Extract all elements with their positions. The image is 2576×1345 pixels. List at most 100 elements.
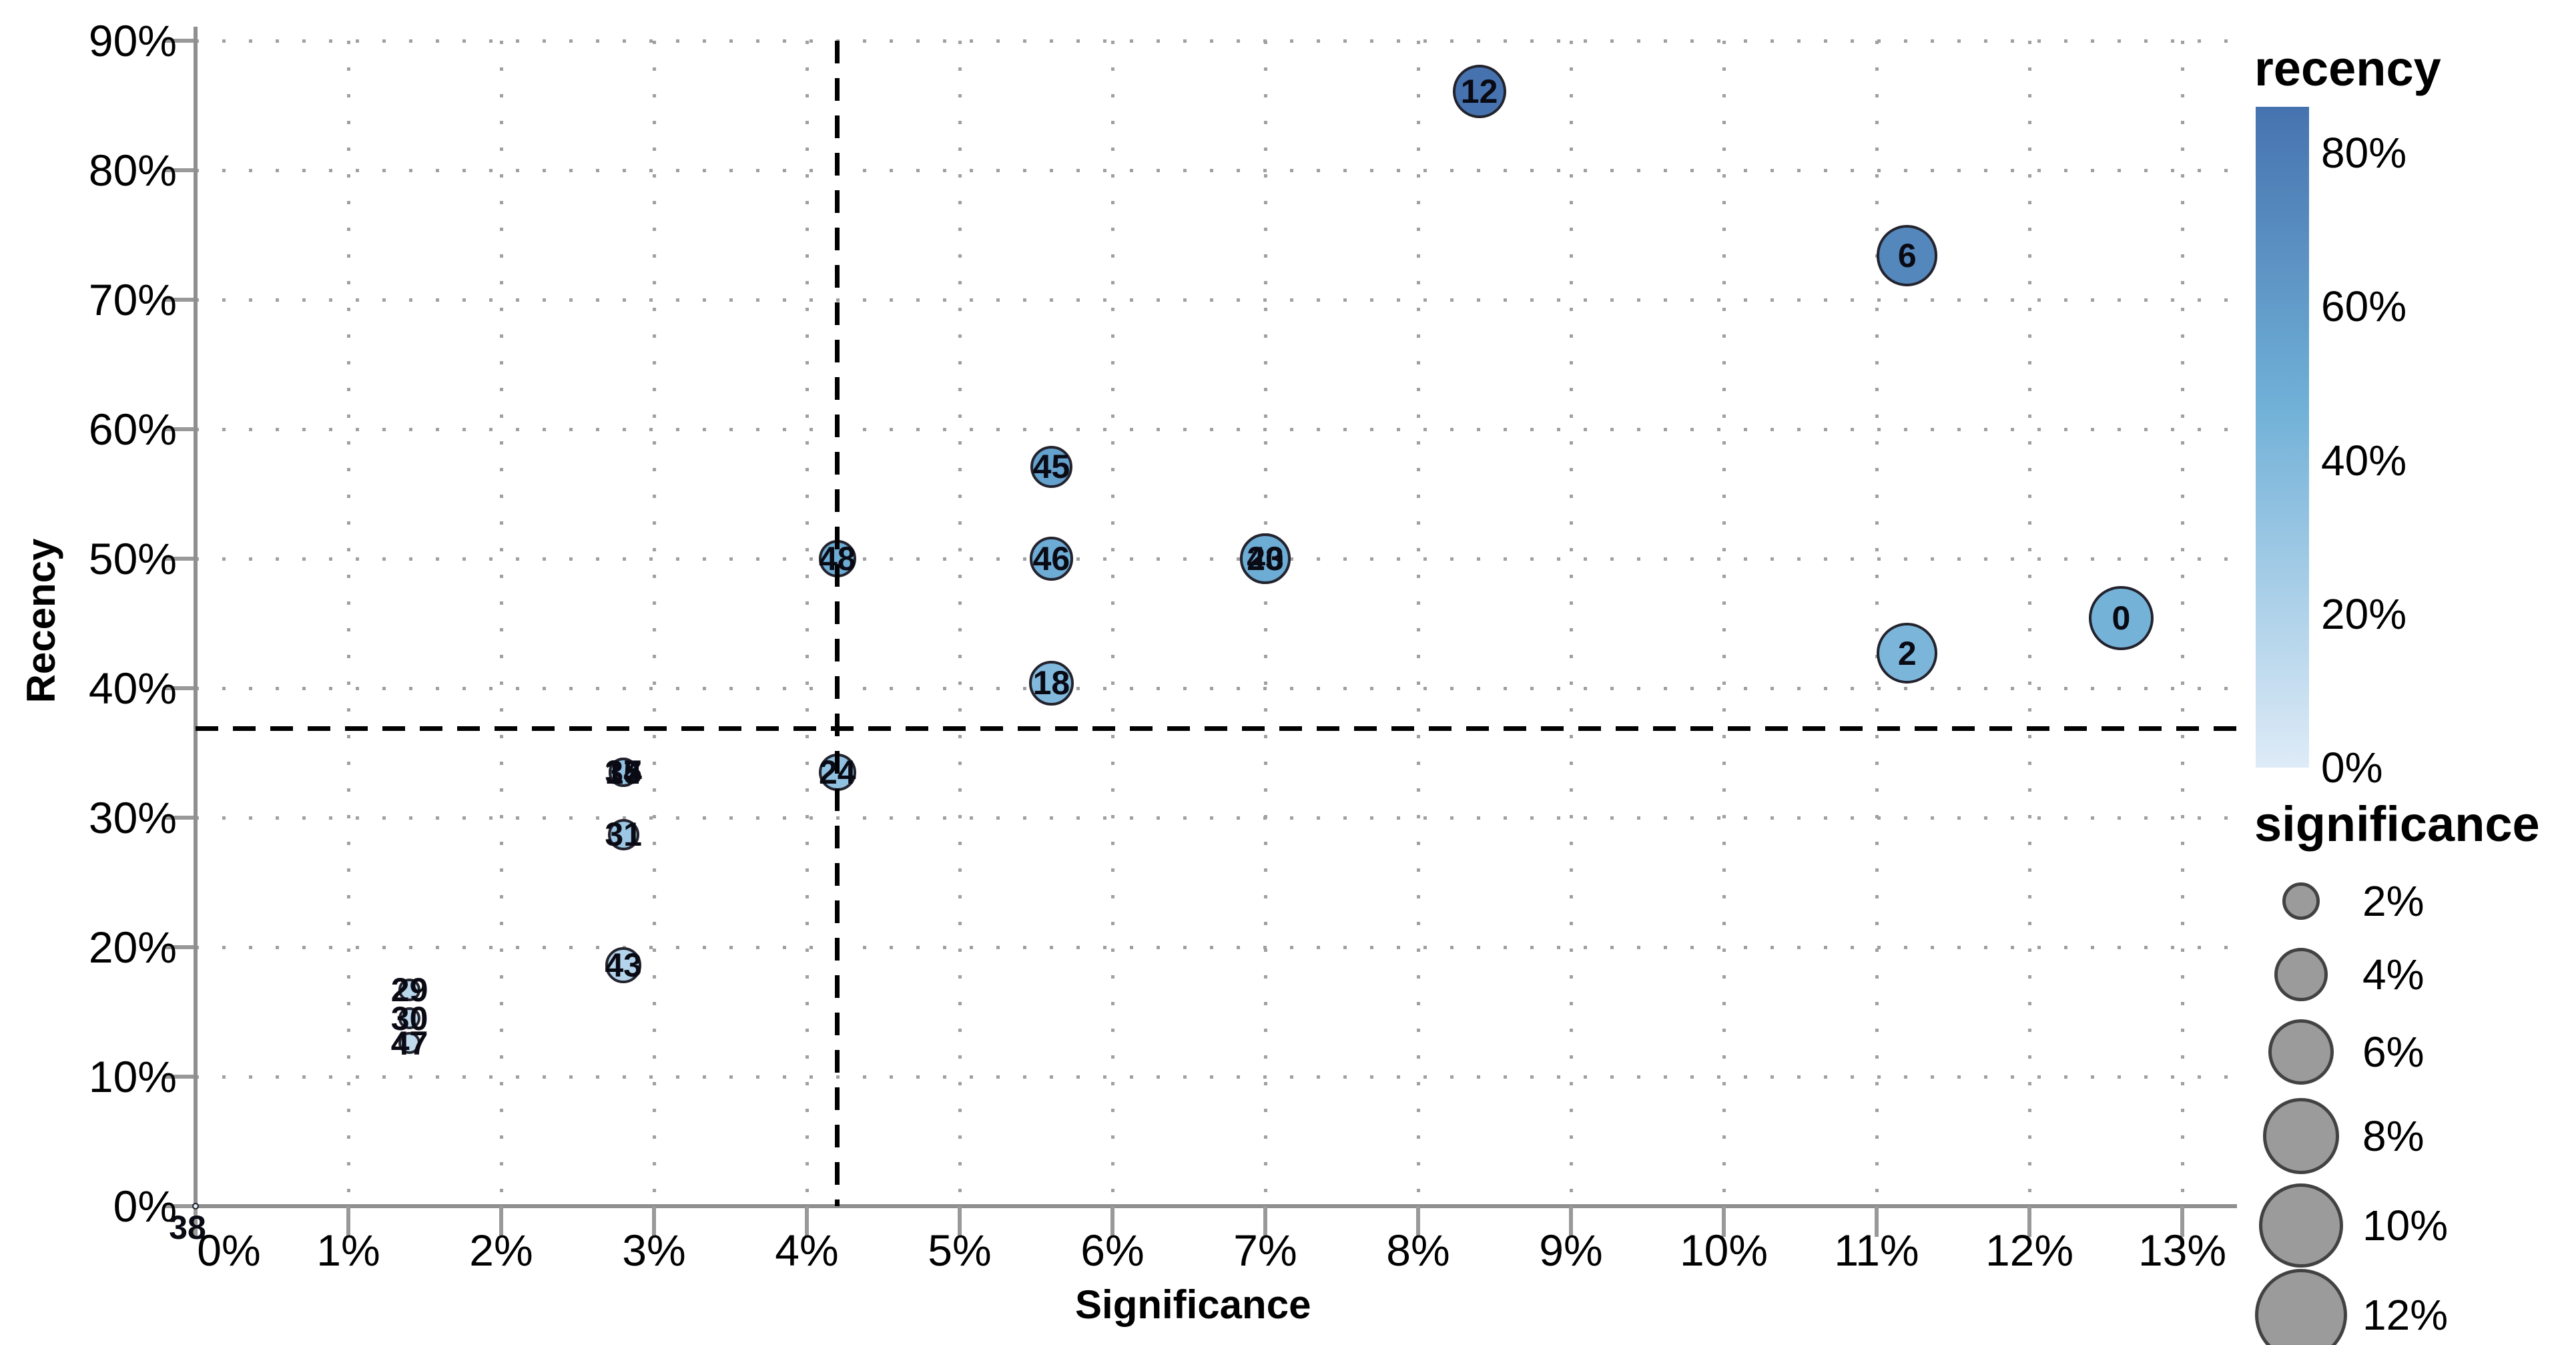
y-tick [164, 945, 194, 949]
bubble-label: 31 [605, 816, 642, 854]
grid-line-v [500, 41, 503, 1206]
bubble[interactable] [1877, 623, 1938, 684]
bubble-label: 29 [390, 971, 428, 1009]
grid-line-v [1875, 41, 1879, 1206]
x-tick-label: 8% [1386, 1226, 1450, 1275]
y-tick-label: 60% [88, 405, 177, 454]
y-axis-title: Recency [19, 538, 63, 704]
x-tick [1110, 1206, 1114, 1237]
crosshair-horizontal-line [196, 726, 2237, 731]
color-legend-tick-label: 60% [2321, 282, 2407, 331]
x-tick-label: 10% [1679, 1226, 1768, 1275]
bubble[interactable] [192, 1203, 199, 1209]
x-tick-label: 0% [197, 1226, 261, 1275]
bubble-label: 2 [1897, 634, 1917, 672]
bubble-label: 18 [1032, 664, 1070, 702]
x-tick-label: 12% [1985, 1226, 2074, 1275]
bubble-label: 48 [818, 540, 856, 577]
grid-line-h [196, 687, 2237, 690]
size-legend-label: 8% [2362, 1112, 2425, 1160]
bubble[interactable] [1028, 660, 1074, 706]
x-tick-label: 6% [1080, 1226, 1145, 1275]
y-tick-label: 70% [88, 275, 177, 324]
grid-line-v [1417, 41, 1420, 1206]
y-tick [164, 427, 194, 431]
y-axis [194, 27, 198, 1210]
y-tick-label: 0% [113, 1181, 177, 1231]
x-tick-label: 13% [2138, 1226, 2227, 1275]
x-tick [499, 1206, 503, 1237]
grid-line-h [196, 816, 2237, 820]
crosshair-vertical-line [835, 41, 840, 1206]
y-tick-label: 80% [88, 146, 177, 195]
bubble[interactable] [398, 1007, 421, 1030]
grid-line-v [806, 41, 809, 1206]
x-tick [1722, 1206, 1726, 1237]
bubble[interactable] [1240, 533, 1291, 584]
x-tick-label: 4% [775, 1226, 839, 1275]
bubble-label: 30 [390, 999, 428, 1037]
size-legend-title: significance [2254, 796, 2540, 852]
bubble-label: 12 [1460, 72, 1498, 110]
y-tick [164, 557, 194, 561]
x-tick [805, 1206, 809, 1237]
x-tick-label: 2% [469, 1226, 533, 1275]
x-tick-label: 5% [928, 1226, 992, 1275]
x-tick-label: 9% [1539, 1226, 1603, 1275]
y-tick [164, 1204, 194, 1208]
bubble-label: 15 [605, 754, 642, 792]
size-legend-circle [2268, 1019, 2334, 1085]
grid-line-v [2028, 41, 2031, 1206]
color-legend-tick-label: 40% [2321, 436, 2407, 485]
y-tick [164, 1075, 194, 1079]
x-tick [1569, 1206, 1573, 1237]
bubble[interactable] [607, 818, 639, 850]
bubble[interactable] [1030, 445, 1072, 488]
x-tick [194, 1206, 198, 1237]
size-legend-circle [2258, 1183, 2344, 1268]
x-tick [958, 1206, 962, 1237]
x-tick [2180, 1206, 2184, 1237]
bubble[interactable] [1029, 537, 1074, 581]
bubble[interactable] [398, 1031, 421, 1055]
size-legend-circle [2263, 1098, 2339, 1174]
x-tick [2027, 1206, 2031, 1237]
bubble[interactable] [609, 758, 639, 787]
size-legend-circle [2282, 882, 2320, 920]
y-tick-label: 10% [88, 1052, 177, 1101]
grid-line-v [958, 41, 962, 1206]
size-legend-circle [2254, 1268, 2348, 1345]
bubble[interactable] [398, 979, 421, 1001]
y-tick-label: 40% [88, 663, 177, 713]
bubble-label: 34 [605, 754, 642, 792]
grid-line-h [196, 946, 2237, 949]
bubble-label: 43 [605, 947, 642, 985]
y-tick-label: 50% [88, 534, 177, 583]
y-tick-label: 20% [88, 922, 177, 972]
x-axis-title: Significance [1075, 1282, 1311, 1327]
bubble-label: 17 [605, 754, 642, 792]
x-tick-label: 3% [622, 1226, 686, 1275]
y-tick [164, 298, 194, 302]
x-tick [1416, 1206, 1420, 1237]
y-tick-label: 90% [88, 16, 177, 65]
grid-line-v [347, 41, 350, 1206]
grid-line-h [196, 557, 2237, 561]
bubble-label: 0 [2112, 599, 2131, 637]
size-legend-label: 10% [2362, 1201, 2449, 1250]
bubble-label: 24 [818, 754, 856, 792]
grid-line-h [196, 428, 2237, 431]
y-tick [164, 39, 194, 43]
bubble[interactable] [1877, 225, 1938, 286]
bubble-label: 40 [1247, 540, 1284, 577]
size-legend-label: 12% [2362, 1291, 2449, 1339]
bubble[interactable] [1452, 64, 1506, 118]
y-tick [164, 816, 194, 820]
bubble[interactable] [2089, 586, 2154, 651]
grid-line-h [196, 1075, 2237, 1079]
bubble-label: 23 [1247, 540, 1284, 577]
color-legend-tick-label: 0% [2321, 744, 2383, 792]
bubble-label: 38 [169, 1209, 206, 1246]
bubble[interactable] [605, 947, 642, 983]
